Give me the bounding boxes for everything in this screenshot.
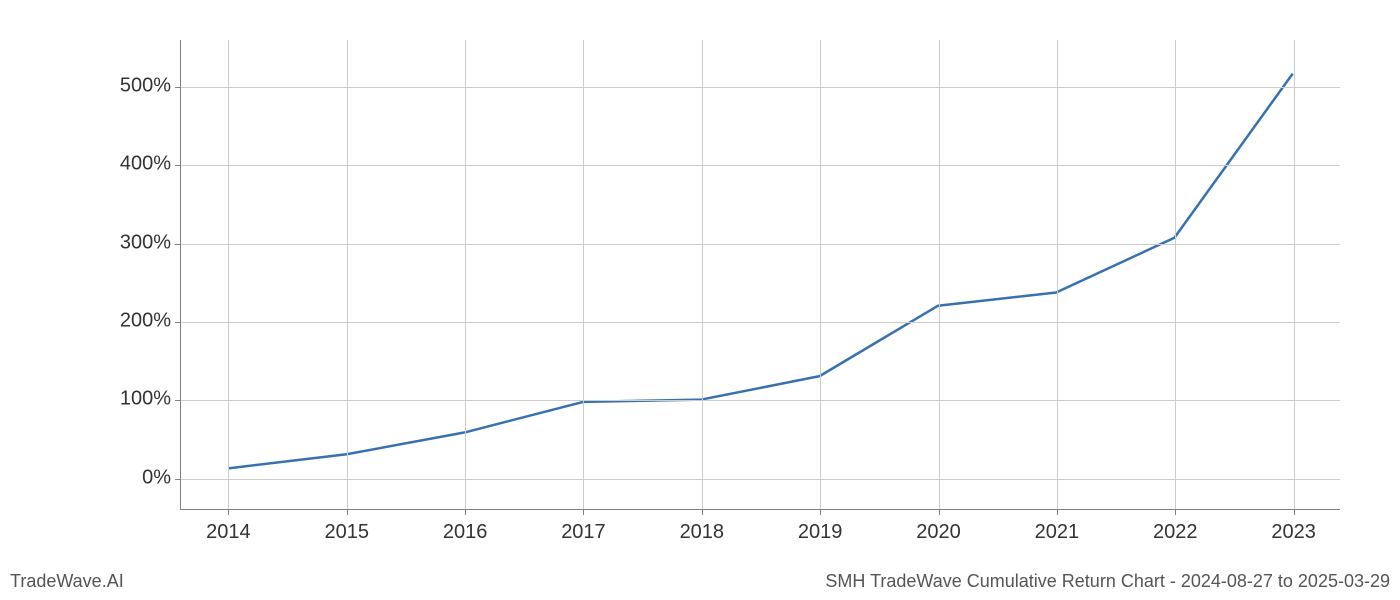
y-tick-mark xyxy=(175,322,181,323)
cumulative-return-line xyxy=(228,74,1292,469)
x-tick-label: 2023 xyxy=(1271,521,1316,544)
y-tick-label: 300% xyxy=(106,231,171,254)
x-tick-mark xyxy=(939,509,940,515)
grid-line-vertical xyxy=(1294,40,1295,509)
plot-area: 2014201520162017201820192020202120222023… xyxy=(180,40,1340,510)
y-tick-label: 400% xyxy=(106,153,171,176)
x-tick-label: 2018 xyxy=(680,521,725,544)
footer-right-caption: SMH TradeWave Cumulative Return Chart - … xyxy=(825,571,1390,592)
grid-line-horizontal xyxy=(181,322,1340,323)
x-tick-label: 2022 xyxy=(1153,521,1198,544)
y-tick-mark xyxy=(175,244,181,245)
x-tick-label: 2021 xyxy=(1035,521,1080,544)
x-tick-label: 2016 xyxy=(443,521,488,544)
x-tick-label: 2020 xyxy=(916,521,961,544)
y-tick-label: 0% xyxy=(106,466,171,489)
y-tick-label: 100% xyxy=(106,388,171,411)
grid-line-vertical xyxy=(583,40,584,509)
x-tick-label: 2014 xyxy=(206,521,251,544)
grid-line-horizontal xyxy=(181,165,1340,166)
y-tick-label: 200% xyxy=(106,310,171,333)
line-chart-svg xyxy=(181,40,1340,509)
x-tick-mark xyxy=(1175,509,1176,515)
x-tick-mark xyxy=(1294,509,1295,515)
x-tick-label: 2017 xyxy=(561,521,606,544)
x-tick-mark xyxy=(228,509,229,515)
grid-line-vertical xyxy=(228,40,229,509)
grid-line-vertical xyxy=(820,40,821,509)
grid-line-vertical xyxy=(939,40,940,509)
x-tick-mark xyxy=(347,509,348,515)
grid-line-vertical xyxy=(1057,40,1058,509)
x-tick-label: 2019 xyxy=(798,521,843,544)
y-tick-mark xyxy=(175,165,181,166)
grid-line-horizontal xyxy=(181,87,1340,88)
grid-line-vertical xyxy=(347,40,348,509)
grid-line-vertical xyxy=(1175,40,1176,509)
x-tick-mark xyxy=(820,509,821,515)
grid-line-horizontal xyxy=(181,400,1340,401)
x-tick-mark xyxy=(702,509,703,515)
y-tick-mark xyxy=(175,479,181,480)
grid-line-vertical xyxy=(702,40,703,509)
y-tick-label: 500% xyxy=(106,75,171,98)
footer-left-branding: TradeWave.AI xyxy=(10,571,124,592)
x-tick-mark xyxy=(1057,509,1058,515)
y-tick-mark xyxy=(175,400,181,401)
grid-line-vertical xyxy=(465,40,466,509)
x-tick-mark xyxy=(465,509,466,515)
grid-line-horizontal xyxy=(181,244,1340,245)
x-tick-mark xyxy=(583,509,584,515)
x-tick-label: 2015 xyxy=(324,521,369,544)
grid-line-horizontal xyxy=(181,479,1340,480)
y-tick-mark xyxy=(175,87,181,88)
chart-container: 2014201520162017201820192020202120222023… xyxy=(180,40,1340,510)
